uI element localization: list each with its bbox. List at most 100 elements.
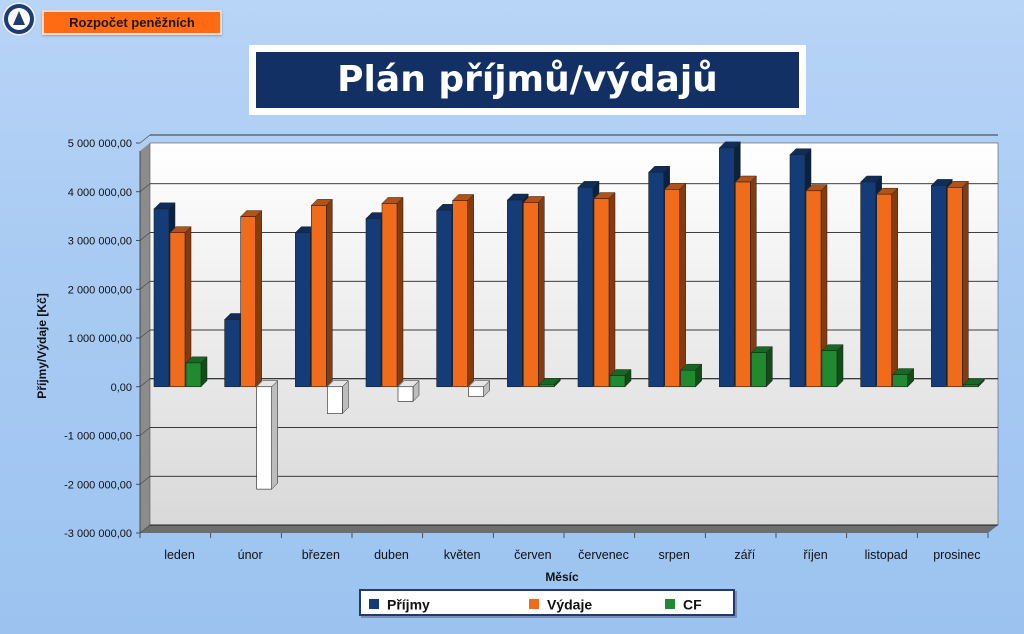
bar-vdaje-3-side	[396, 196, 404, 388]
x-tick-label: srpen	[659, 548, 690, 562]
bar-pjmy-11	[931, 185, 947, 388]
bar-vdaje-11-side	[962, 180, 969, 388]
y-tick-label: 3 000 000,00	[68, 236, 132, 248]
page-title: Plán příjmů/výdajů	[256, 52, 799, 108]
bar-vdaje-1-side	[255, 210, 262, 388]
x-tick-label: leden	[164, 548, 195, 562]
y-tick-label: -3 000 000,00	[64, 528, 132, 540]
bar-pjmy-5	[507, 199, 523, 388]
bar-cf-6	[609, 375, 626, 388]
budget-nav-button[interactable]: Rozpočet peněžních	[42, 10, 222, 35]
chart-side-wall	[140, 143, 150, 533]
bar-cf-1	[256, 386, 272, 490]
bar-cf-0	[185, 362, 202, 388]
bar-cf-11	[963, 384, 979, 388]
bar-cf-3	[397, 386, 414, 402]
bar-vdaje-9	[805, 190, 822, 388]
gridline-depth	[139, 427, 151, 436]
bar-cf-7	[680, 369, 696, 388]
gridline-depth	[139, 524, 151, 534]
chart-floor	[140, 525, 998, 533]
bar-pjmy-3	[365, 218, 382, 388]
bar-vdaje-5	[523, 202, 539, 388]
y-tick-label: 4 000 000,00	[68, 187, 132, 199]
app-logo	[2, 2, 36, 36]
y-tick-label: 5 000 000,00	[68, 138, 132, 150]
bar-vdaje-11	[947, 187, 963, 388]
legend-label-vydaje: Výdaje	[547, 596, 593, 613]
bar-vdaje-5-side	[538, 195, 545, 388]
legend-label-prijmy: Příjmy	[387, 596, 430, 613]
bar-cf-9-side	[836, 344, 844, 388]
bar-vdaje-3	[381, 203, 398, 388]
bar-vdaje-6	[593, 198, 610, 388]
legend-item-prijmy: Příjmy	[369, 595, 430, 613]
bar-pjmy-7	[648, 171, 664, 388]
gridline-depth	[139, 476, 151, 485]
x-tick-label: listopad	[865, 548, 908, 562]
gridline-depth	[139, 281, 151, 290]
x-tick-label: říjen	[803, 548, 827, 562]
bar-vdaje-4-side	[467, 193, 474, 388]
bar-cf-1-side	[271, 380, 278, 490]
x-tick-label: květen	[444, 548, 481, 562]
y-axis-title: Příjmy/Výdaje [Kč]	[35, 293, 49, 398]
chart-legend: Příjmy Výdaje CF	[359, 589, 735, 616]
bar-vdaje-0	[169, 232, 186, 388]
bar-cf-5	[539, 384, 555, 388]
bar-cf-10	[892, 374, 908, 388]
bar-vdaje-6-side	[608, 191, 616, 388]
logo-triangle-icon	[13, 11, 25, 25]
bar-pjmy-4	[436, 209, 452, 388]
legend-item-vydaje: Výdaje	[529, 595, 593, 613]
gridline-depth	[139, 378, 151, 387]
y-tick-label: -2 000 000,00	[64, 479, 132, 491]
bar-vdaje-2-side	[326, 198, 333, 388]
gridline-depth	[139, 183, 151, 192]
x-tick-label: září	[734, 548, 755, 562]
bar-vdaje-10	[876, 193, 892, 388]
x-tick-label: prosinec	[933, 548, 980, 562]
x-tick-label: červen	[514, 548, 552, 562]
bar-pjmy-2	[295, 232, 311, 388]
x-tick-label: duben	[374, 548, 409, 562]
bar-vdaje-4	[452, 200, 468, 388]
bar-pjmy-0	[153, 208, 170, 388]
bar-pjmy-10	[860, 181, 876, 388]
title-frame: Plán příjmů/výdajů	[249, 45, 806, 115]
bar-cf-2	[327, 386, 343, 414]
legend-label-cf: CF	[683, 596, 702, 613]
x-tick-label: červenec	[578, 548, 629, 562]
legend-swatch-cf	[665, 599, 675, 610]
bar-pjmy-8	[719, 147, 735, 388]
y-tick-label: 0,00	[111, 382, 132, 394]
bar-vdaje-7-side	[679, 182, 686, 388]
bar-pjmy-1	[224, 319, 240, 388]
x-tick-label: únor	[238, 548, 263, 562]
y-tick-label: -1 000 000,00	[64, 431, 132, 443]
gridline-depth	[139, 232, 151, 241]
x-axis-title: Měsíc	[545, 570, 579, 584]
bar-vdaje-10-side	[891, 187, 898, 388]
chart-back-wall	[149, 142, 999, 526]
logo-inner	[8, 8, 30, 30]
gridline-depth	[139, 329, 151, 339]
bar-vdaje-7	[664, 189, 680, 388]
y-tick-label: 1 000 000,00	[68, 333, 132, 345]
bar-vdaje-1	[240, 216, 256, 388]
bar-vdaje-8	[735, 181, 751, 388]
x-tick-label: březen	[302, 548, 340, 562]
bar-cf-9	[821, 350, 838, 388]
legend-swatch-prijmy	[369, 599, 379, 610]
gridline-depth	[139, 134, 151, 144]
bar-cf-4	[468, 386, 484, 397]
bar-pjmy-6	[577, 187, 594, 388]
legend-swatch-vydaje	[529, 599, 539, 610]
bar-pjmy-9	[789, 154, 806, 388]
bar-vdaje-2	[311, 205, 327, 388]
bar-cf-8	[751, 352, 767, 388]
y-tick-label: 2 000 000,00	[68, 284, 132, 296]
legend-item-cf: CF	[665, 595, 702, 613]
bar-cf-8-side	[766, 346, 773, 388]
